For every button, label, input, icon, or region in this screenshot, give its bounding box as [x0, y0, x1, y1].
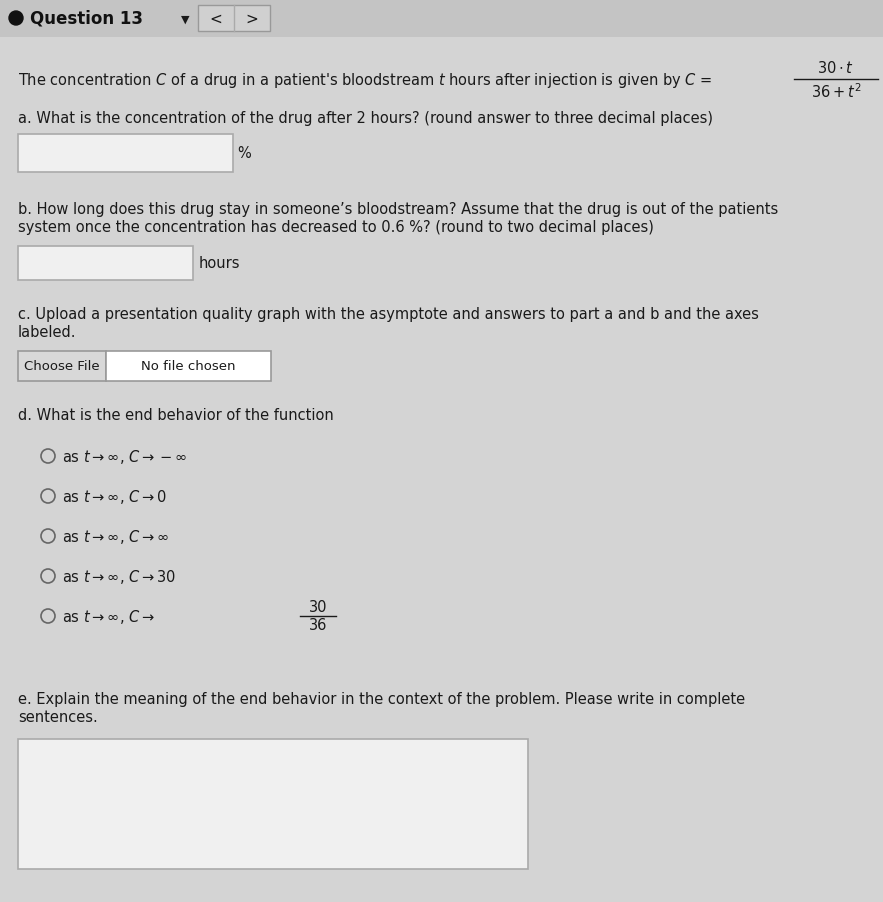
Text: Question 13: Question 13 [30, 10, 143, 28]
Text: Choose File: Choose File [24, 360, 100, 373]
Text: $30 \cdot t$: $30 \cdot t$ [818, 60, 855, 76]
Circle shape [41, 529, 55, 543]
Text: $36 + t^2$: $36 + t^2$ [811, 83, 862, 101]
Text: ▼: ▼ [181, 15, 189, 25]
Bar [18, 352, 106, 382]
Text: hours: hours [199, 256, 240, 272]
Text: system once the concentration has decreased to 0.6 %? (round to two decimal plac: system once the concentration has decrea… [18, 220, 654, 235]
Text: as $t \rightarrow \infty$, $C \rightarrow 30$: as $t \rightarrow \infty$, $C \rightarro… [62, 567, 177, 585]
Text: labeled.: labeled. [18, 325, 77, 340]
Text: sentences.: sentences. [18, 710, 98, 724]
Circle shape [41, 490, 55, 503]
Bar [198, 6, 270, 32]
Text: 36: 36 [309, 618, 328, 633]
Text: as $t \rightarrow \infty$, $C \rightarrow -\infty$: as $t \rightarrow \infty$, $C \rightarro… [62, 447, 187, 465]
Bar [18, 739, 528, 869]
Circle shape [41, 610, 55, 623]
Circle shape [9, 12, 23, 26]
Text: c. Upload a presentation quality graph with the asymptote and answers to part a : c. Upload a presentation quality graph w… [18, 308, 758, 322]
Text: >: > [245, 12, 259, 26]
Circle shape [41, 569, 55, 584]
Text: as $t \rightarrow \infty$, $C \rightarrow$: as $t \rightarrow \infty$, $C \rightarro… [62, 607, 155, 625]
Text: as $t \rightarrow \infty$, $C \rightarrow 0$: as $t \rightarrow \infty$, $C \rightarro… [62, 487, 167, 505]
Bar [106, 352, 271, 382]
Text: .: . [881, 80, 883, 96]
Bar [0, 0, 883, 38]
Circle shape [41, 449, 55, 464]
Text: as $t \rightarrow \infty$, $C \rightarrow \infty$: as $t \rightarrow \infty$, $C \rightarro… [62, 528, 170, 546]
Text: e. Explain the meaning of the end behavior in the context of the problem. Please: e. Explain the meaning of the end behavi… [18, 692, 745, 706]
Text: No file chosen: No file chosen [141, 360, 236, 373]
Text: b. How long does this drug stay in someone’s bloodstream? Assume that the drug i: b. How long does this drug stay in someo… [18, 202, 778, 217]
Text: %: % [237, 146, 251, 161]
Text: The concentration $\mathit{C}$ of a drug in a patient's bloodstream $\mathit{t}$: The concentration $\mathit{C}$ of a drug… [18, 70, 713, 89]
Text: 30: 30 [309, 600, 328, 615]
Text: a. What is the concentration of the drug after 2 hours? (round answer to three d: a. What is the concentration of the drug… [18, 110, 713, 125]
Text: <: < [209, 12, 223, 26]
Bar [18, 135, 233, 173]
Text: d. What is the end behavior of the function: d. What is the end behavior of the funct… [18, 408, 334, 423]
Bar [18, 247, 193, 281]
